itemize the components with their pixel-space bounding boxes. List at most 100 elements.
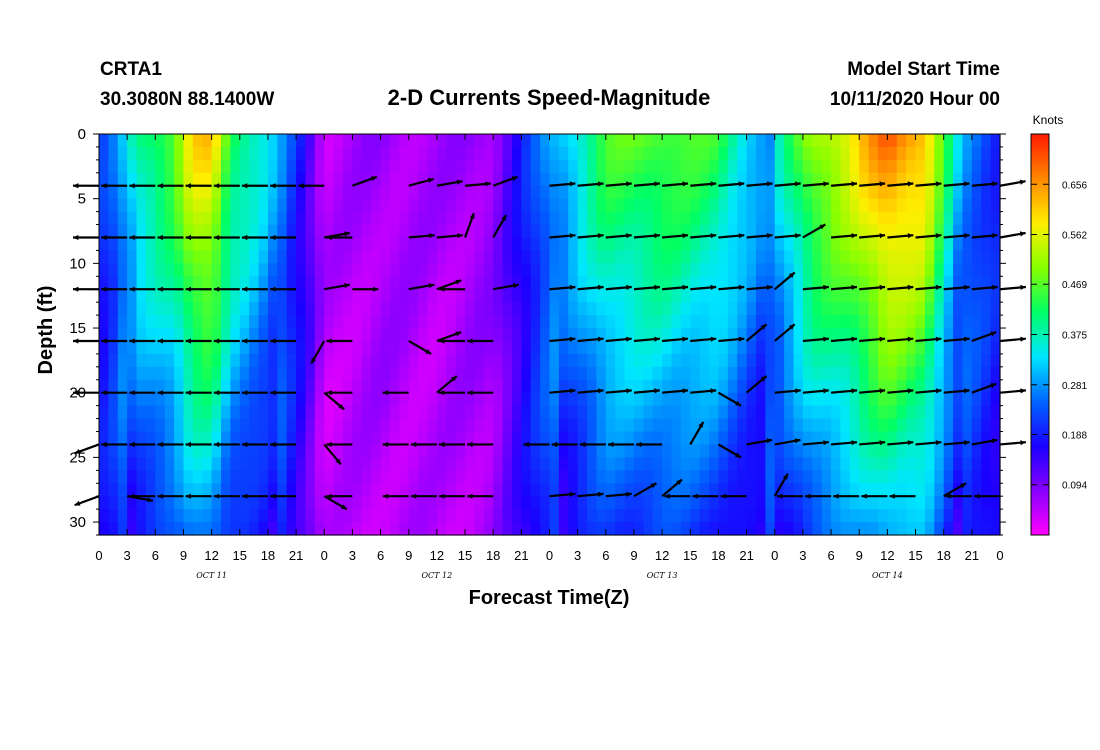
heatmap-cell <box>990 250 1001 264</box>
heatmap-cell <box>502 444 513 458</box>
heatmap-cell <box>774 211 785 226</box>
heatmap-cell <box>474 405 485 420</box>
heatmap-cell <box>906 522 917 536</box>
heatmap-cell <box>371 392 382 407</box>
heatmap-cell <box>624 172 635 187</box>
heatmap-cell <box>127 379 138 394</box>
heatmap-cell <box>540 353 551 368</box>
heatmap-cell <box>699 146 710 161</box>
heatmap-cell <box>493 379 504 394</box>
heatmap-cell <box>380 444 391 458</box>
heatmap-cell <box>971 302 982 316</box>
heatmap-cell <box>117 237 128 252</box>
heatmap-cell <box>896 237 907 252</box>
heatmap-cell <box>286 483 297 497</box>
heatmap-cell <box>934 366 945 381</box>
heatmap-cell <box>408 211 419 226</box>
heatmap-cell <box>136 146 147 161</box>
heatmap-cell <box>821 198 832 213</box>
heatmap-cell <box>380 340 391 355</box>
heatmap-cell <box>399 159 410 174</box>
heatmap-cell <box>493 289 504 303</box>
vector-arrowhead <box>682 284 688 290</box>
heatmap-cell <box>793 250 804 264</box>
heatmap-cell <box>615 483 626 497</box>
vector-arrowhead <box>457 233 463 239</box>
heatmap-cell <box>981 185 992 200</box>
vector-arrowhead <box>270 338 276 344</box>
heatmap-cell <box>737 340 748 355</box>
heatmap-cell <box>812 159 823 174</box>
heatmap-cell <box>108 522 119 536</box>
heatmap-cell <box>934 444 945 458</box>
heatmap-cell <box>849 483 860 497</box>
heatmap-cell <box>249 444 260 458</box>
heatmap-cell <box>521 289 532 303</box>
heatmap-cell <box>953 276 964 290</box>
heatmap-cell <box>521 392 532 407</box>
heatmap-cell <box>587 224 598 239</box>
heatmap-cell <box>343 172 354 187</box>
heatmap-cell <box>352 392 363 407</box>
heatmap-cell <box>587 483 598 497</box>
heatmap-cell <box>239 522 250 536</box>
vector-arrowhead <box>439 286 445 292</box>
heatmap-cell <box>389 224 400 239</box>
heatmap-cell <box>755 263 766 277</box>
heatmap-cell <box>399 276 410 290</box>
vector-arrowhead <box>819 224 826 230</box>
heatmap-cell <box>802 237 813 252</box>
heatmap-cell <box>587 263 598 277</box>
heatmap-cell <box>493 405 504 420</box>
heatmap-cell <box>868 353 879 368</box>
heatmap-cell <box>990 289 1001 303</box>
heatmap-cell <box>924 328 935 342</box>
heatmap-cell <box>333 224 344 239</box>
heatmap-cell <box>558 172 569 187</box>
heatmap-cell <box>371 159 382 174</box>
heatmap-cell <box>108 457 119 471</box>
heatmap-cell <box>286 198 297 213</box>
heatmap-cell <box>887 198 898 213</box>
heatmap-cell <box>436 431 447 446</box>
heatmap-cell <box>643 457 654 471</box>
vector-arrowhead <box>569 181 576 187</box>
x-tick-label: 3 <box>349 548 356 563</box>
heatmap-cell <box>877 237 888 252</box>
heatmap-cell <box>493 353 504 368</box>
heatmap-cell <box>164 315 175 329</box>
heatmap-cell <box>596 211 607 226</box>
heatmap-cell <box>221 250 231 264</box>
heatmap-cell <box>174 405 185 420</box>
heatmap-cell <box>446 159 457 174</box>
heatmap-cell <box>399 172 410 187</box>
vector-arrowhead <box>467 338 473 344</box>
vector-arrowhead <box>185 286 191 292</box>
x-tick-label: 12 <box>880 548 894 563</box>
heatmap-cell <box>136 289 147 303</box>
heatmap-cell <box>924 457 935 471</box>
heatmap-cell <box>605 353 616 368</box>
heatmap-cell <box>117 263 128 277</box>
heatmap-cell <box>155 328 166 342</box>
heatmap-cell <box>605 146 616 161</box>
vector-arrowhead <box>682 388 688 394</box>
heatmap-cell <box>549 250 560 264</box>
heatmap-cell <box>605 211 616 226</box>
heatmap-cell <box>699 496 710 510</box>
heatmap-cell <box>746 457 757 471</box>
heatmap-cell <box>408 496 419 510</box>
heatmap-cell <box>558 276 569 290</box>
vector-arrowhead <box>964 284 970 290</box>
heatmap-cell <box>192 431 203 446</box>
heatmap-cell <box>314 146 325 161</box>
heatmap-cell <box>502 134 513 148</box>
heatmap-cell <box>699 159 710 174</box>
heatmap-cell <box>924 211 935 226</box>
vector-arrowhead <box>373 286 379 292</box>
heatmap-cell <box>174 276 185 290</box>
heatmap-cell <box>493 483 504 497</box>
heatmap-cell <box>765 509 776 523</box>
heatmap-cell <box>549 237 560 252</box>
heatmap-cell <box>117 431 128 446</box>
